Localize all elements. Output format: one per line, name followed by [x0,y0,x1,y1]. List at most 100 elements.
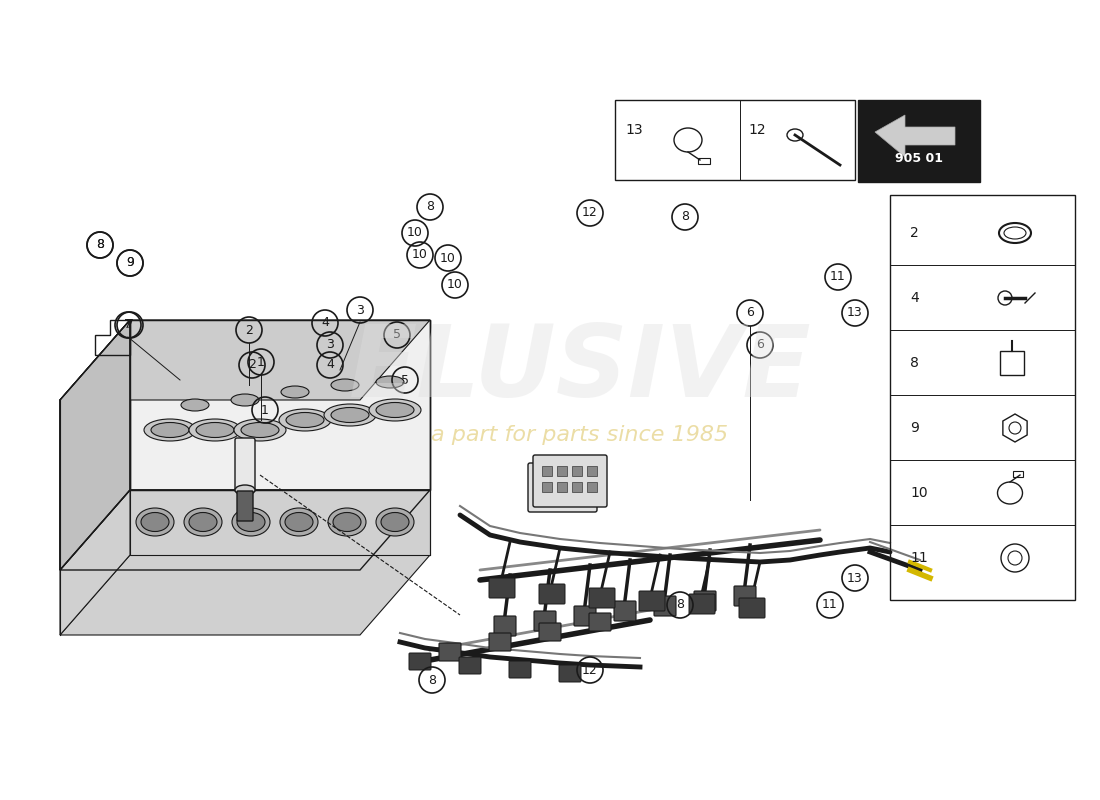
Bar [572,466,582,476]
Ellipse shape [232,508,270,536]
FancyBboxPatch shape [588,588,615,608]
Ellipse shape [234,419,286,441]
Text: 4: 4 [326,358,334,371]
FancyBboxPatch shape [528,463,597,512]
Bar [557,482,566,492]
Ellipse shape [189,513,217,531]
FancyBboxPatch shape [588,613,610,631]
Ellipse shape [235,485,255,495]
Text: 6: 6 [746,306,754,319]
Bar [542,466,552,476]
Text: 7: 7 [124,318,132,331]
Text: 8: 8 [426,201,434,214]
Text: 10: 10 [407,226,422,239]
Text: 9: 9 [126,257,134,270]
Text: 5: 5 [393,329,402,342]
Text: 13: 13 [847,306,862,319]
Ellipse shape [285,513,314,531]
Ellipse shape [141,513,169,531]
Polygon shape [130,320,430,490]
Ellipse shape [331,379,359,391]
FancyBboxPatch shape [654,596,676,616]
Ellipse shape [376,376,404,388]
Text: 8: 8 [96,238,104,251]
Ellipse shape [189,419,241,441]
Text: 8: 8 [96,238,104,251]
Bar [557,466,566,476]
Bar [615,100,855,180]
Bar [890,195,1075,600]
Ellipse shape [280,508,318,536]
FancyBboxPatch shape [459,657,481,674]
Text: 11: 11 [822,598,838,611]
Ellipse shape [376,402,414,418]
Text: 9: 9 [126,257,134,270]
Text: 8: 8 [428,674,436,686]
Ellipse shape [136,508,174,536]
Ellipse shape [368,399,421,421]
FancyBboxPatch shape [539,623,561,641]
FancyBboxPatch shape [534,611,556,631]
Text: 1: 1 [257,355,265,369]
FancyBboxPatch shape [490,578,515,598]
Ellipse shape [182,399,209,411]
Ellipse shape [324,404,376,426]
Ellipse shape [333,513,361,531]
Text: 6: 6 [756,338,763,351]
Text: 7: 7 [126,318,134,331]
FancyBboxPatch shape [639,591,665,611]
Text: 11: 11 [910,551,927,565]
FancyBboxPatch shape [694,591,716,611]
Ellipse shape [144,419,196,441]
Bar [572,482,582,492]
Text: 8: 8 [676,598,684,611]
FancyBboxPatch shape [409,653,431,670]
Ellipse shape [331,407,368,422]
Bar [1000,351,1024,375]
FancyBboxPatch shape [509,661,531,678]
Ellipse shape [279,409,331,431]
Text: 9: 9 [910,421,918,435]
Bar [858,100,980,182]
Text: 10: 10 [910,486,927,500]
Text: 13: 13 [847,571,862,585]
FancyBboxPatch shape [494,616,516,636]
Ellipse shape [241,422,279,438]
FancyBboxPatch shape [689,594,715,614]
Bar [698,158,710,164]
Ellipse shape [328,508,366,536]
Ellipse shape [236,513,265,531]
FancyBboxPatch shape [439,643,461,661]
Polygon shape [60,320,130,570]
Text: 3: 3 [326,338,334,351]
Bar [587,466,597,476]
Bar [1013,471,1023,477]
FancyBboxPatch shape [574,606,596,626]
FancyBboxPatch shape [739,598,764,618]
FancyBboxPatch shape [235,438,255,492]
Ellipse shape [376,508,414,536]
Text: 2: 2 [910,226,918,240]
Text: 12: 12 [748,123,766,137]
Text: 8: 8 [681,210,689,223]
Polygon shape [60,320,430,400]
Polygon shape [130,490,430,555]
FancyBboxPatch shape [614,601,636,621]
Text: 1: 1 [261,403,268,417]
Text: a part for parts since 1985: a part for parts since 1985 [431,425,728,445]
Text: 4: 4 [321,317,329,330]
Polygon shape [60,490,430,570]
Polygon shape [874,115,955,157]
Text: 3: 3 [356,303,364,317]
Ellipse shape [184,508,222,536]
Text: 2: 2 [249,358,256,371]
FancyBboxPatch shape [734,586,756,606]
Polygon shape [60,320,130,570]
Text: 11: 11 [830,270,846,283]
Text: ELUSIVE: ELUSIVE [349,322,812,418]
Text: 8: 8 [910,356,918,370]
Text: 905 01: 905 01 [895,151,943,165]
FancyBboxPatch shape [490,633,512,651]
Ellipse shape [231,394,258,406]
Text: 13: 13 [625,123,642,137]
